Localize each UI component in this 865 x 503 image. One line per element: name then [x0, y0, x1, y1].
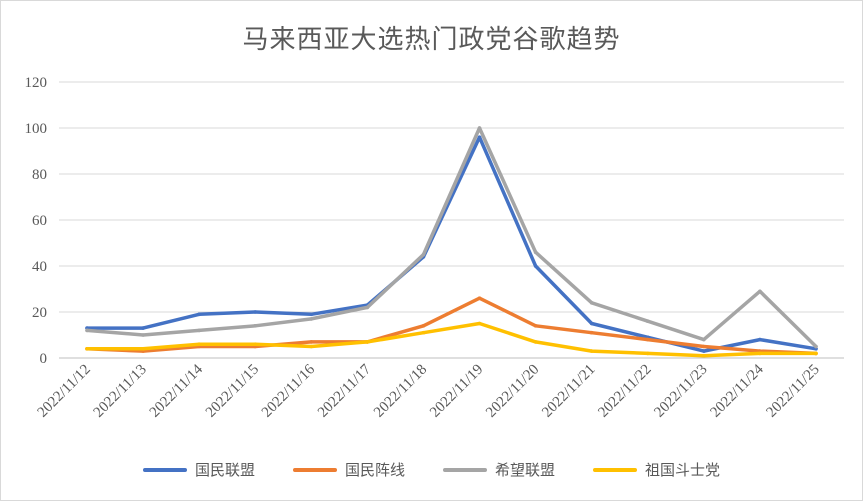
legend-label: 祖国斗士党 — [645, 461, 721, 479]
data-point — [758, 337, 762, 342]
data-point — [85, 328, 89, 333]
data-point — [702, 337, 706, 342]
data-point — [477, 135, 482, 139]
legend-label: 希望联盟 — [495, 461, 556, 479]
data-point — [702, 353, 706, 358]
x-tick-label: 2022/11/15 — [203, 362, 262, 421]
x-tick-label: 2022/11/16 — [259, 361, 319, 421]
data-point — [533, 340, 538, 344]
legend-swatch — [593, 467, 638, 472]
data-point — [421, 324, 426, 328]
data-point — [645, 319, 650, 324]
x-tick-label: 2022/11/19 — [427, 362, 486, 421]
data-point — [814, 344, 818, 349]
data-point — [253, 310, 258, 314]
data-point — [253, 324, 258, 328]
series-line-2 — [85, 296, 818, 356]
y-tick-label: 120 — [25, 75, 48, 91]
data-point — [702, 349, 706, 353]
data-point — [645, 351, 650, 356]
data-point — [141, 347, 145, 351]
legend-label: 国民阵线 — [344, 461, 405, 479]
series-line-3 — [85, 126, 818, 349]
data-point — [477, 126, 482, 130]
x-tick-label: 2022/11/12 — [35, 362, 94, 421]
data-point — [533, 324, 538, 328]
x-tick-label: 2022/11/14 — [147, 361, 207, 421]
data-point — [758, 351, 762, 356]
data-point — [421, 330, 426, 335]
x-tick-label: 2022/11/20 — [483, 362, 542, 421]
data-point — [589, 330, 594, 335]
series-lines — [85, 126, 818, 358]
data-point — [758, 289, 762, 294]
legend-item: 祖国斗士党 — [593, 459, 720, 480]
legend-label: 国民联盟 — [194, 461, 255, 479]
data-point — [702, 344, 706, 349]
legend-swatch — [292, 467, 337, 472]
data-point — [477, 321, 482, 326]
y-tick-label: 20 — [32, 305, 47, 321]
legend-item: 国民联盟 — [142, 459, 255, 480]
data-point — [141, 326, 145, 330]
y-tick-label: 100 — [25, 121, 48, 137]
data-point — [309, 340, 314, 344]
y-tick-label: 0 — [40, 351, 48, 367]
y-tick-label: 60 — [32, 213, 47, 229]
chart-title: 马来西亚大选热门政党谷歌趋势 — [242, 25, 621, 55]
series-line-4 — [85, 321, 818, 358]
data-point — [589, 301, 594, 305]
data-point — [365, 340, 370, 344]
x-tick-label: 2022/11/21 — [539, 362, 598, 421]
y-tick-label: 40 — [32, 259, 47, 275]
series-line-1 — [85, 135, 818, 353]
data-point — [197, 342, 201, 347]
data-point — [589, 321, 594, 326]
chart-legend: 国民联盟 国民阵线 希望联盟 祖国斗士党 — [1, 459, 862, 480]
data-point — [589, 349, 594, 353]
legend-item: 希望联盟 — [443, 459, 555, 480]
x-axis-ticks: 2022/11/122022/11/132022/11/142022/11/15… — [35, 361, 823, 421]
data-point — [477, 296, 482, 301]
y-tick-label: 80 — [32, 167, 47, 183]
data-point — [814, 351, 818, 356]
grid-lines — [59, 81, 844, 359]
data-point — [645, 337, 650, 342]
data-point — [309, 312, 314, 317]
legend-item: 国民阵线 — [292, 459, 405, 480]
data-point — [533, 250, 538, 254]
data-point — [197, 312, 201, 317]
data-point — [141, 333, 145, 337]
x-tick-label: 2022/11/18 — [371, 362, 430, 421]
data-point — [253, 342, 258, 347]
data-point — [197, 328, 201, 333]
data-point — [421, 252, 426, 257]
data-point — [85, 347, 89, 351]
y-axis-ticks: 0 20 40 60 80 100 120 — [25, 75, 48, 367]
data-point — [533, 264, 538, 268]
x-tick-label: 2022/11/13 — [91, 362, 150, 421]
x-tick-label: 2022/11/25 — [764, 362, 823, 421]
legend-swatch — [142, 467, 187, 472]
data-point — [309, 317, 314, 321]
data-point — [365, 305, 370, 310]
x-tick-label: 2022/11/24 — [707, 361, 767, 421]
x-tick-label: 2022/11/23 — [651, 362, 710, 421]
x-tick-label: 2022/11/22 — [595, 362, 654, 421]
x-tick-label: 2022/11/17 — [315, 361, 375, 421]
legend-swatch — [443, 467, 487, 472]
data-point — [309, 344, 314, 349]
